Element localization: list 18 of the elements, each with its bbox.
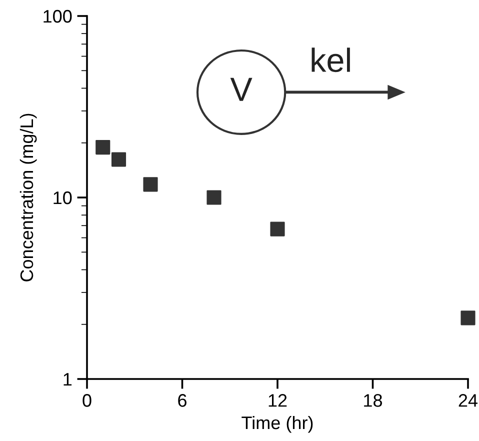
point [460,310,476,326]
y-tick-label: 10 [54,191,72,204]
point [111,152,126,167]
point [143,177,158,192]
annotation: V [230,78,252,101]
y-tick-label: 100 [44,10,72,23]
x-tick-label: 24 [458,394,478,407]
annotation: kel [312,48,350,72]
y-axis-title: Concentration (mg/L) [20,114,37,282]
y-tick-label: 1 [64,373,72,386]
x-axis-title: Time (hr) [242,416,313,433]
point [270,222,285,236]
point [206,190,222,205]
x-tick-label: 18 [364,394,382,407]
x-tick-label: 0 [82,394,92,407]
x-tick-label: 12 [268,394,287,407]
x-tick-label: 6 [178,394,186,407]
point [96,140,110,155]
